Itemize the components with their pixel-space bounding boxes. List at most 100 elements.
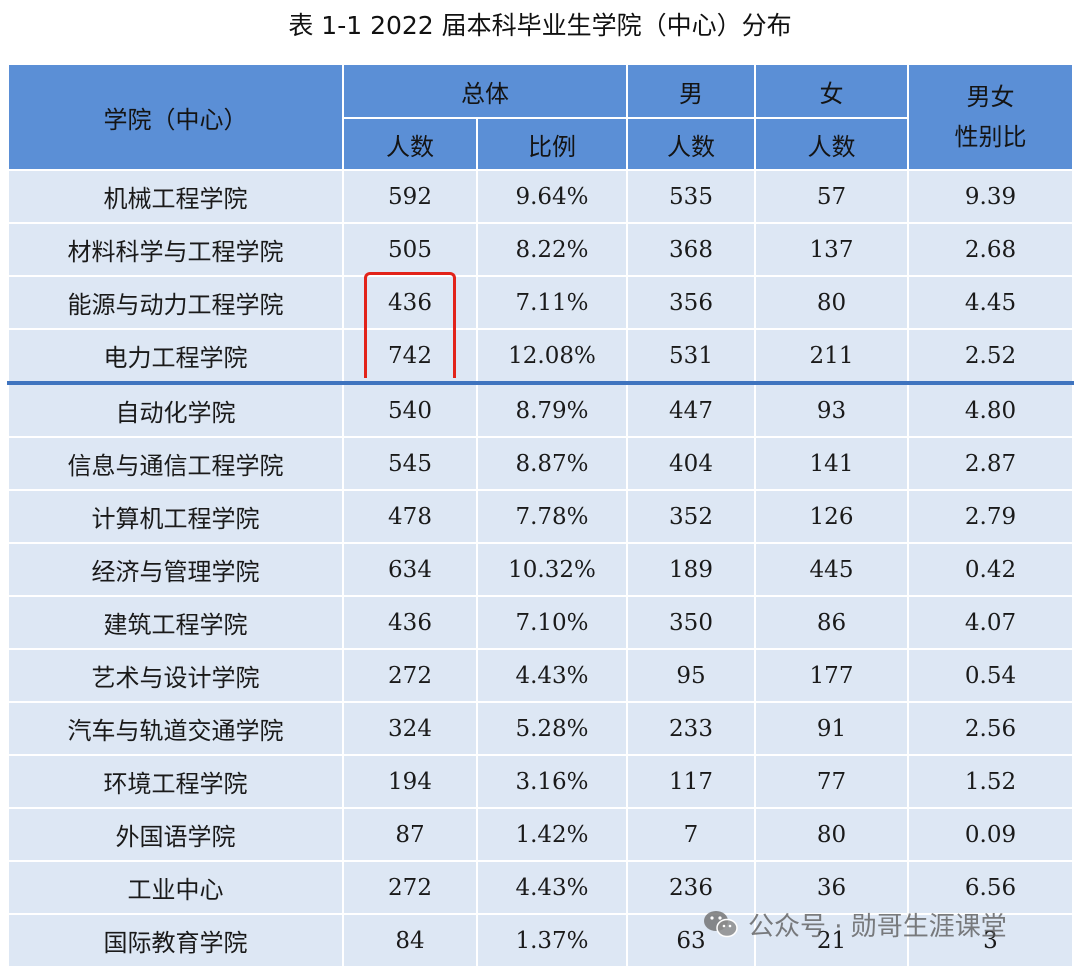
header-male-count: 人数 [626, 117, 756, 171]
college-name-cell: 机械工程学院 [7, 169, 344, 224]
female-count-cell: 177 [754, 648, 909, 703]
gender-ratio-cell: 2.87 [907, 436, 1074, 491]
gender-ratio-cell: 4.07 [907, 595, 1074, 650]
gender-ratio-cell: 2.68 [907, 222, 1074, 277]
header-college: 学院（中心） [7, 63, 344, 171]
total-count-cell: 272 [342, 860, 478, 915]
total-proportion-cell: 3.16% [476, 754, 628, 809]
female-count-cell: 91 [754, 701, 909, 756]
total-count-cell: 545 [342, 436, 478, 491]
total-proportion-cell: 7.10% [476, 595, 628, 650]
male-count-cell: 233 [626, 701, 756, 756]
gender-ratio-cell: 2.79 [907, 489, 1074, 544]
gender-ratio-cell: 2.56 [907, 701, 1074, 756]
male-count-cell: 535 [626, 169, 756, 224]
table-row: 建筑工程学院 436 7.10% 350 86 4.07 [7, 595, 1074, 650]
total-proportion-cell: 4.43% [476, 860, 628, 915]
male-count-cell: 531 [626, 328, 756, 385]
female-count-cell: 93 [754, 382, 909, 438]
total-proportion-cell: 8.87% [476, 436, 628, 491]
table-row: 经济与管理学院 634 10.32% 189 445 0.42 [7, 542, 1074, 597]
male-count-cell: 95 [626, 648, 756, 703]
college-name-cell: 外国语学院 [7, 807, 344, 862]
female-count-cell: 137 [754, 222, 909, 277]
college-distribution-table: 学院（中心） 总体 男 女 男女 性别比 人数 比例 人数 人数 机械工程学院 5… [7, 63, 1074, 968]
college-name-cell: 自动化学院 [7, 382, 344, 438]
table-row: 环境工程学院 194 3.16% 117 77 1.52 [7, 754, 1074, 809]
college-name-cell: 国际教育学院 [7, 913, 344, 968]
gender-ratio-cell: 2.52 [907, 328, 1074, 385]
total-count-cell: 272 [342, 648, 478, 703]
gender-ratio-cell: 1.52 [907, 754, 1074, 809]
total-count-cell: 436 [342, 275, 478, 330]
header-row-1: 学院（中心） 总体 男 女 男女 性别比 [7, 63, 1074, 171]
female-count-cell: 211 [754, 328, 909, 385]
college-name-cell: 能源与动力工程学院 [7, 275, 344, 330]
header-total-proportion: 比例 [476, 117, 628, 171]
total-count-cell: 87 [342, 807, 478, 862]
table-row: 机械工程学院 592 9.64% 535 57 9.39 [7, 169, 1074, 224]
total-proportion-cell: 7.11% [476, 275, 628, 330]
total-proportion-cell: 4.43% [476, 648, 628, 703]
male-count-cell: 404 [626, 436, 756, 491]
total-proportion-cell: 9.64% [476, 169, 628, 224]
table-row: 工业中心 272 4.43% 236 36 6.56 [7, 860, 1074, 915]
male-count-cell: 352 [626, 489, 756, 544]
total-count-cell: 505 [342, 222, 478, 277]
header-row-2: 人数 比例 人数 人数 [8, 117, 1073, 171]
female-count-cell: 80 [754, 807, 909, 862]
table-row: 材料科学与工程学院 505 8.22% 368 137 2.68 [7, 222, 1074, 277]
male-count-cell: 189 [626, 542, 756, 597]
female-count-cell: 126 [754, 489, 909, 544]
college-name-cell: 建筑工程学院 [7, 595, 344, 650]
total-count-cell: 540 [342, 382, 478, 438]
total-proportion-cell: 1.37% [476, 913, 628, 968]
college-name-cell: 经济与管理学院 [7, 542, 344, 597]
total-count-cell: 592 [342, 169, 478, 224]
male-count-cell: 447 [626, 382, 756, 438]
total-count-cell: 324 [342, 701, 478, 756]
gender-ratio-cell: 6.56 [907, 860, 1074, 915]
header-gender-ratio: 男女 性别比 [907, 63, 1074, 171]
gender-ratio-cell: 3 [907, 913, 1074, 968]
header-total-count: 人数 [342, 117, 478, 171]
gender-ratio-cell: 9.39 [907, 169, 1074, 224]
male-count-cell: 117 [626, 754, 756, 809]
male-count-cell: 368 [626, 222, 756, 277]
female-count-cell: 21 [754, 913, 909, 968]
total-count-cell: 194 [342, 754, 478, 809]
header-male: 男 [626, 63, 756, 119]
wechat-icon [704, 911, 738, 938]
male-count-cell: 7 [626, 807, 756, 862]
male-count-cell: 350 [626, 595, 756, 650]
table-row: 外国语学院 87 1.42% 7 80 0.09 [7, 807, 1074, 862]
table-row: 自动化学院 540 8.79% 447 93 4.80 [7, 382, 1074, 438]
total-count-cell: 436 [342, 595, 478, 650]
table-row: 汽车与轨道交通学院 324 5.28% 233 91 2.56 [7, 701, 1074, 756]
total-proportion-cell: 8.22% [476, 222, 628, 277]
college-name-cell: 计算机工程学院 [7, 489, 344, 544]
gender-ratio-cell: 4.45 [907, 275, 1074, 330]
table-row: 电力工程学院 742 12.08% 531 211 2.52 [7, 328, 1074, 385]
gender-ratio-cell: 0.54 [907, 648, 1074, 703]
male-count-cell: 236 [626, 860, 756, 915]
total-proportion-cell: 7.78% [476, 489, 628, 544]
total-proportion-cell: 5.28% [476, 701, 628, 756]
male-count-cell: 356 [626, 275, 756, 330]
college-name-cell: 艺术与设计学院 [7, 648, 344, 703]
total-proportion-cell: 10.32% [476, 542, 628, 597]
table-row: 计算机工程学院 478 7.78% 352 126 2.79 [7, 489, 1074, 544]
female-count-cell: 80 [754, 275, 909, 330]
header-total: 总体 [342, 63, 628, 119]
header-female-count: 人数 [754, 117, 909, 171]
total-proportion-cell: 8.79% [476, 382, 628, 438]
table-row: 能源与动力工程学院 436 7.11% 356 80 4.45 [7, 275, 1074, 330]
total-count-cell: 478 [342, 489, 478, 544]
table-body: 机械工程学院 592 9.64% 535 57 9.39 材料科学与工程学院 505 8.22%… [7, 169, 1074, 968]
total-count-cell: 634 [342, 542, 478, 597]
total-count-cell: 742 [342, 328, 478, 385]
college-name-cell: 工业中心 [7, 860, 344, 915]
female-count-cell: 141 [754, 436, 909, 491]
table-row: 信息与通信工程学院 545 8.87% 404 141 2.87 [7, 436, 1074, 491]
total-proportion-cell: 12.08% [476, 328, 628, 385]
